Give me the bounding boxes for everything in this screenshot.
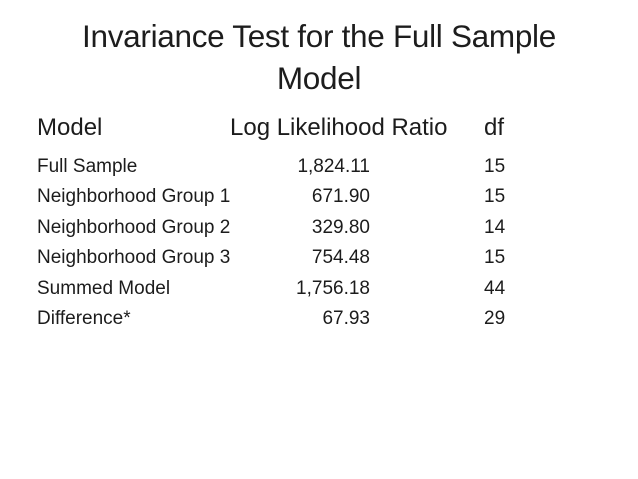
invariance-results-table: Model Log Likelihood Ratio df Full Sampl… [37, 113, 544, 334]
cell-df: 44 [484, 277, 506, 299]
cell-log-likelihood-ratio: 754.48 [311, 247, 370, 269]
cell-model: Summed Model [37, 277, 171, 299]
cell-model: Difference* [37, 307, 131, 329]
column-header-df: df [484, 114, 505, 141]
cell-df: 15 [484, 186, 506, 208]
table-row-neighborhood-group-3: Neighborhood Group 3 754.48 15 [37, 243, 544, 273]
slide-title-line2: Model [276, 60, 362, 96]
cell-model: Neighborhood Group 2 [37, 216, 231, 238]
slide-title-line1: Invariance Test for the Full Sample [82, 18, 556, 54]
cell-log-likelihood-ratio: 1,756.18 [296, 277, 370, 299]
cell-df: 14 [484, 216, 506, 238]
cell-log-likelihood-ratio: 1,824.11 [297, 156, 370, 177]
table-row-summed-model: Summed Model 1,756.18 44 [37, 274, 544, 304]
column-header-model: Model [37, 114, 103, 141]
table-row-neighborhood-group-2: Neighborhood Group 2 329.80 14 [37, 213, 544, 243]
cell-log-likelihood-ratio: 329.80 [311, 216, 370, 238]
cell-model: Neighborhood Group 1 [37, 186, 231, 208]
cell-log-likelihood-ratio: 671.90 [311, 186, 370, 208]
cell-model: Neighborhood Group 3 [37, 247, 231, 269]
cell-df: 15 [484, 247, 506, 269]
cell-log-likelihood-ratio: 67.93 [322, 307, 370, 329]
cell-df: 15 [484, 156, 506, 177]
table-body: Full Sample 1,824.11 15 Neighborhood Gro… [37, 152, 544, 334]
cell-df: 29 [484, 307, 506, 329]
cell-model: Full Sample [37, 156, 138, 177]
table-row-neighborhood-group-1: Neighborhood Group 1 671.90 15 [37, 182, 544, 212]
table-row-full-sample: Full Sample 1,824.11 15 [37, 152, 544, 182]
slide-title: Invariance Test for the Full Sample Mode… [0, 15, 638, 99]
table-header-row: Model Log Likelihood Ratio df [37, 113, 544, 143]
table-row-difference: Difference* 67.93 29 [37, 304, 544, 334]
column-header-log-likelihood-ratio: Log Likelihood Ratio [230, 114, 448, 141]
